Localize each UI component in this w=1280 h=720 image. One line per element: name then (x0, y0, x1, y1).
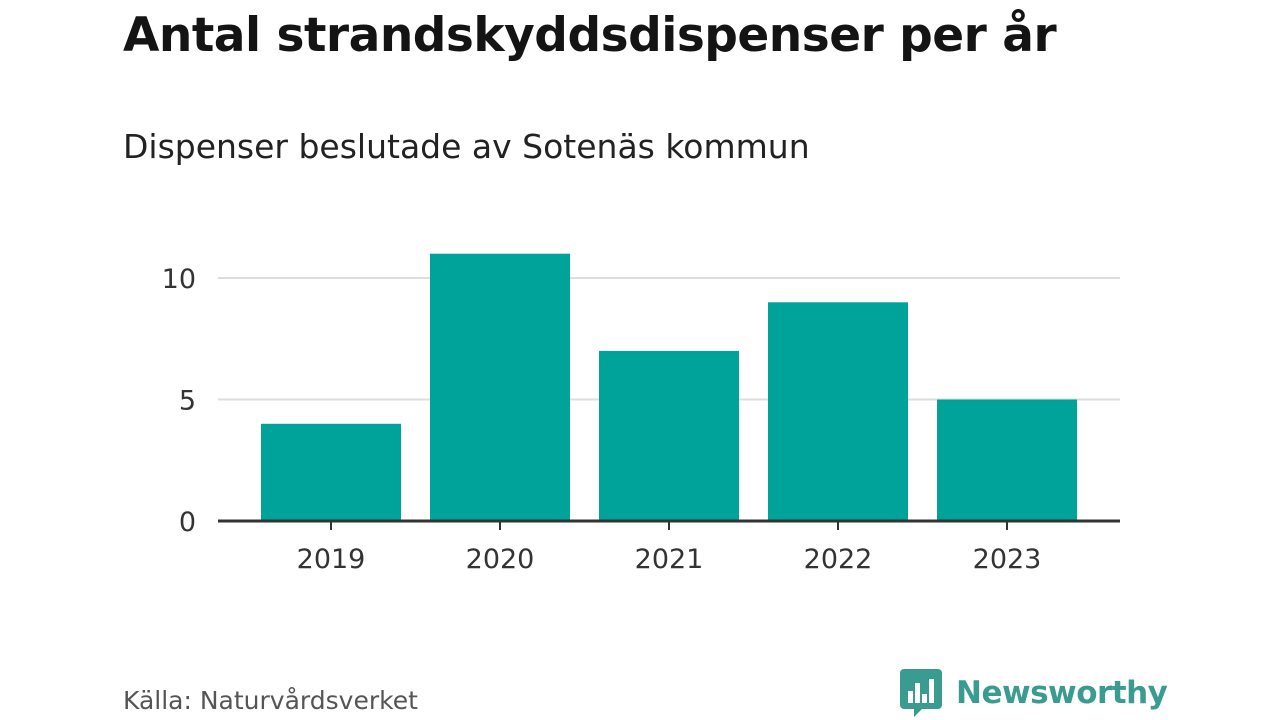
bar (599, 350, 739, 521)
y-tick-label: 0 (179, 507, 196, 538)
bar-chart-speech-bubble-icon (900, 669, 942, 717)
chart-title: Antal strandskyddsdispenser per år (123, 8, 1057, 63)
brand-logo: Newsworthy (900, 669, 1168, 717)
y-tick-label: 5 (179, 386, 196, 417)
bar (430, 253, 570, 521)
x-tick-label: 2021 (635, 544, 704, 575)
x-tick-label: 2019 (297, 544, 366, 575)
chart-subtitle: Dispenser beslutade av Sotenäs kommun (123, 127, 810, 166)
bar (768, 302, 908, 521)
brand-name: Newsworthy (956, 675, 1168, 711)
x-tick-label: 2022 (804, 544, 873, 575)
bar (937, 399, 1077, 521)
x-tick-label: 2023 (973, 544, 1042, 575)
y-tick-label: 10 (162, 264, 196, 295)
source-note: Källa: Naturvårdsverket (123, 686, 418, 715)
x-tick-label: 2020 (466, 544, 535, 575)
bar (261, 423, 401, 521)
bar-chart: 0 5 10 2019 2020 2021 2022 2023 (162, 253, 1120, 575)
